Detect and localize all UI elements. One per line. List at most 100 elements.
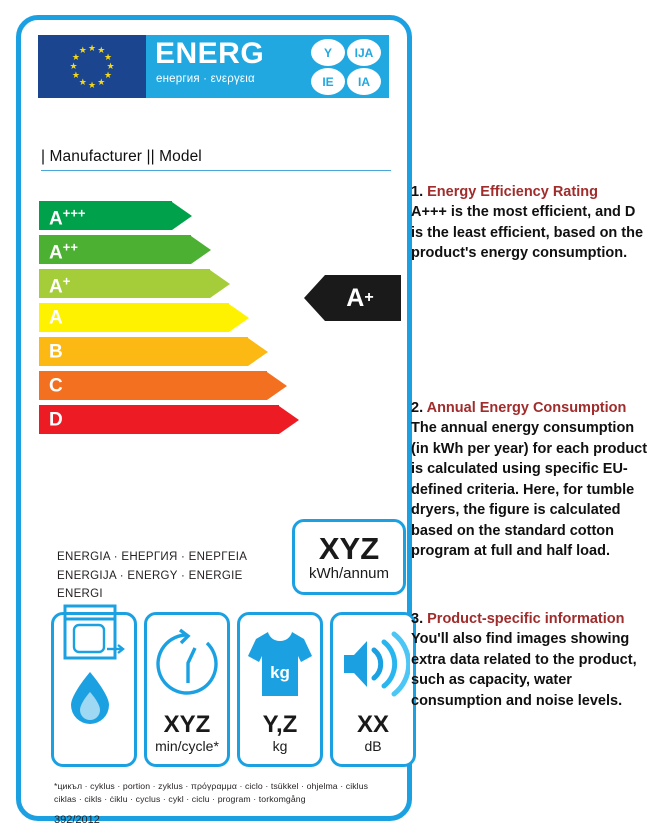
eu-star: ★ — [103, 70, 113, 81]
tshirt-icon-svg: kg — [248, 632, 312, 696]
rating-bar-d: D — [39, 405, 299, 434]
rating-bar-label: A+ — [49, 272, 71, 298]
label-header: ★ ★ ★ ★ ★ ★ ★ ★ ★ ★ ★ ★ ENERG енергия · ενεργεια Y … — [38, 35, 389, 98]
rating-bar-shape — [39, 303, 299, 332]
rating-bar-body — [39, 269, 210, 298]
rating-bar-tip — [210, 269, 230, 298]
lang-circle-ija: IJA — [347, 39, 381, 66]
lang-circle-ia: IA — [347, 68, 381, 95]
annual-energy-value: XYZ — [318, 530, 380, 566]
rating-bar-a+: A+ — [39, 269, 299, 298]
eu-star: ★ — [97, 44, 106, 55]
rating-bar-shape — [39, 235, 299, 264]
cycle-time-unit: min/cycle* — [155, 738, 219, 754]
noise-unit: dB — [364, 738, 382, 754]
rating-bar-body — [39, 201, 172, 230]
annotation-1-body: A+++ is the most efficient, and D is the… — [411, 204, 644, 261]
rating-bar-label: A+++ — [49, 204, 86, 230]
tshirt-kg-label: kg — [270, 663, 290, 682]
tshirt-icon: kg — [240, 615, 320, 713]
badge-grade: A + — [325, 275, 401, 321]
annotation-2-body: The annual energy consumption (in kWh pe… — [411, 420, 648, 559]
badge-arrow-tip — [304, 275, 325, 321]
rating-bar-body — [39, 371, 267, 400]
rating-bar-body — [39, 337, 248, 366]
energ-wordmark: ENERG — [155, 37, 265, 70]
eu-star: ★ — [69, 61, 78, 71]
eu-star: ★ — [97, 77, 106, 88]
capacity-unit: kg — [272, 738, 288, 754]
rating-bar-shape — [39, 371, 299, 400]
rating-bar-body — [39, 303, 229, 332]
rating-bar-shape — [39, 269, 299, 298]
eu-flag-icon: ★ ★ ★ ★ ★ ★ ★ ★ ★ ★ ★ ★ — [38, 35, 146, 98]
rating-bar-shape — [39, 405, 299, 434]
annual-energy-consumption-box: XYZ kWh/annum — [292, 519, 406, 595]
rating-bar-tip — [191, 235, 211, 264]
rating-bar-a++: A++ — [39, 235, 299, 264]
tumble-dryer-water-icon-svg — [63, 604, 125, 724]
language-line-3: ENERGI — [57, 588, 103, 600]
cycle-footnote-line-2: ciklas · cikls · ċiklu · cyclus · cykl ·… — [54, 793, 306, 804]
eu-star: ★ — [71, 70, 80, 81]
rating-bar-label: D — [49, 409, 63, 430]
pictogram-water-consumption — [51, 604, 137, 767]
eu-star: ★ — [87, 42, 97, 53]
eu-star: ★ — [87, 79, 97, 90]
annotation-2-heading: 2. Annual Energy Consumption — [411, 398, 649, 418]
energy-rating-scale: A+++ A++ A+ A B C D — [39, 201, 299, 439]
annual-energy-unit: kWh/annum — [308, 564, 390, 582]
rating-bar-label: A++ — [49, 238, 78, 264]
pictogram-capacity: kg Y,Z kg — [237, 612, 323, 767]
rating-bar-a+++: A+++ — [39, 201, 299, 230]
regulation-number: 392/2012 — [54, 814, 100, 826]
language-line-2: ENERGIJA · ENERGY · ENERGIE — [57, 569, 243, 582]
energy-word-language-list: ENERGIA · ЕНЕРГИЯ · ΕΝΕΡΓΕΙΑ ENERGIJA · … — [57, 548, 247, 604]
loudspeaker-icon — [333, 615, 413, 713]
energ-logo-block: ENERG енергия · ενεργεια Y IJA IE IA — [146, 35, 389, 98]
lang-circle-ie: IE — [311, 68, 345, 95]
eu-star: ★ — [78, 44, 87, 55]
rating-bar-tip — [267, 371, 287, 400]
annotation-1-title: Energy Efficiency Rating — [427, 184, 598, 200]
cycle-footnote-line-1: *цикъл · cyklus · portion · zyklus · πρό… — [54, 781, 369, 791]
noise-value: XX — [356, 711, 389, 738]
annotation-product-specific-information: 3. Product-specific information You'll a… — [411, 609, 649, 711]
annotation-2-title: Annual Energy Consumption — [426, 400, 627, 416]
cycle-footnote: *цикъл · cyklus · portion · zyklus · πρό… — [54, 780, 404, 805]
rating-bar-b: B — [39, 337, 299, 366]
pictogram-cycle-time: XYZ min/cycle* — [144, 612, 230, 767]
capacity-value: Y,Z — [262, 711, 298, 738]
rating-result-badge: A + — [304, 275, 401, 321]
annotation-3-body: You'll also find images showing extra da… — [411, 631, 637, 709]
rating-bar-label: C — [49, 375, 63, 396]
energ-subtitle: енергия · ενεργεια — [156, 73, 255, 85]
clock-icon-svg — [156, 628, 218, 695]
annotation-2-number: 2. — [411, 400, 424, 416]
eu-star: ★ — [106, 61, 115, 71]
rating-bar-c: C — [39, 371, 299, 400]
badge-grade-sup: + — [364, 289, 374, 306]
rating-bar-body — [39, 235, 191, 264]
annotation-annual-energy-consumption: 2. Annual Energy Consumption The annual … — [411, 398, 649, 562]
eu-energy-label-card: ★ ★ ★ ★ ★ ★ ★ ★ ★ ★ ★ ★ ENERG енергия · ενεργεια Y … — [16, 15, 416, 826]
badge-grade-letter: A — [346, 283, 365, 312]
language-circle-group: Y IJA IE IA — [311, 39, 383, 95]
cycle-time-value: XYZ — [163, 711, 211, 738]
manufacturer-model-text: | Manufacturer || Model — [41, 148, 202, 165]
annotation-energy-efficiency-rating: 1. Energy Efficiency Rating A+++ is the … — [411, 182, 649, 264]
rating-bar-tip — [279, 405, 299, 434]
loudspeaker-icon-svg — [344, 631, 410, 697]
annotation-3-heading: 3. Product-specific information — [411, 609, 649, 629]
rating-bar-tip — [172, 201, 192, 230]
rating-bar-shape — [39, 337, 299, 366]
tumble-dryer-water-icon — [54, 604, 134, 724]
pictogram-row: XYZ min/cycle* kg Y,Z kg — [51, 604, 416, 767]
rating-bar-label: A — [49, 307, 63, 328]
rating-bar-tip — [229, 303, 249, 332]
annotation-1-number: 1. — [411, 184, 424, 200]
rating-bar-shape — [39, 201, 299, 230]
rating-bar-a: A — [39, 303, 299, 332]
rating-bar-tip — [248, 337, 268, 366]
manufacturer-model-row: | Manufacturer || Model — [41, 148, 391, 171]
